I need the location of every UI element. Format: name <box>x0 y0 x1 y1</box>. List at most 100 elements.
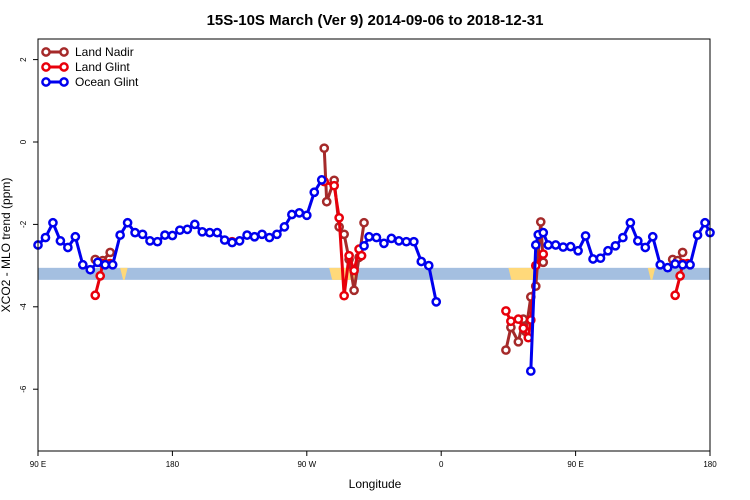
data-point-2-0-24 <box>212 227 223 238</box>
y-tick-label-3: -4 <box>19 303 28 311</box>
data-point-2-2-24 <box>692 230 703 240</box>
data-point-2-0-4 <box>63 242 73 253</box>
series-land-nadir <box>90 143 688 355</box>
data-point-2-0-5 <box>70 231 81 242</box>
data-point-1-0-0 <box>90 290 101 301</box>
legend-marker-0 <box>41 47 51 57</box>
x-axis-label: Longitude <box>349 477 402 491</box>
data-point-2-2-19 <box>655 259 666 270</box>
data-point-1-3-7 <box>538 249 549 259</box>
data-point-1-4-0 <box>670 290 681 301</box>
data-point-0-0-2 <box>105 247 116 258</box>
data-point-2-0-14 <box>137 229 148 240</box>
data-point-1-0-1 <box>95 271 106 281</box>
data-point-2-2-9 <box>580 231 591 241</box>
data-point-1-2-5 <box>349 265 359 276</box>
x-tick-label-0: 90 E <box>30 460 46 469</box>
x-tick-label-2: 90 W <box>297 460 316 469</box>
data-point-2-0-18 <box>167 230 178 241</box>
land-ocean-band <box>38 267 710 280</box>
x-tick-label-3: 0 <box>439 460 444 469</box>
legend-item-1: Land Glint <box>41 60 130 74</box>
data-point-1-2-3 <box>339 290 349 301</box>
legend-marker-end-0 <box>59 47 69 57</box>
data-point-2-0-34 <box>287 209 297 220</box>
chart-title: 15S-10S March (Ver 9) 2014-09-06 to 2018… <box>207 12 544 29</box>
data-point-2-0-6 <box>77 259 88 270</box>
data-point-2-2-13 <box>610 240 621 251</box>
data-point-2-0-1 <box>40 232 51 243</box>
series-ocean-glint <box>33 175 715 376</box>
data-point-2-2-25 <box>700 217 710 228</box>
data-point-2-2-3 <box>538 227 549 238</box>
data-point-2-0-13 <box>130 227 140 238</box>
data-point-2-0-28 <box>242 230 252 240</box>
data-point-0-2-0 <box>501 345 511 355</box>
data-point-2-0-32 <box>272 229 282 240</box>
data-point-2-0-15 <box>145 236 155 246</box>
data-point-2-2-21 <box>670 259 681 269</box>
data-point-1-2-7 <box>356 250 367 261</box>
data-point-2-1-1 <box>364 231 374 242</box>
data-point-1-3-1 <box>506 316 516 327</box>
data-point-2-1-4 <box>386 233 397 244</box>
data-point-2-2-23 <box>685 259 695 270</box>
data-point-2-0-26 <box>227 237 237 248</box>
legend-item-2: Ocean Glint <box>41 75 139 89</box>
ocean-band <box>38 267 710 280</box>
data-point-2-2-18 <box>647 231 658 242</box>
data-point-1-3-3 <box>518 323 529 334</box>
data-point-2-0-35 <box>294 208 305 218</box>
data-point-2-0-16 <box>152 236 163 247</box>
x-tick-label-4: 90 E <box>567 460 583 469</box>
data-point-2-0-10 <box>107 259 118 270</box>
data-point-2-2-8 <box>573 245 583 256</box>
legend-marker-1 <box>41 62 51 72</box>
data-point-2-0-22 <box>197 226 208 237</box>
data-point-1-4-1 <box>675 271 685 281</box>
data-point-0-1-1 <box>321 196 332 207</box>
data-point-2-0-38 <box>316 175 327 185</box>
data-point-2-2-4 <box>543 240 554 250</box>
data-point-0-3-2 <box>677 247 688 258</box>
data-point-2-0-20 <box>182 224 193 235</box>
data-point-2-0-30 <box>257 229 267 240</box>
data-point-2-2-22 <box>677 259 688 270</box>
data-point-0-1-6 <box>349 285 359 296</box>
data-point-2-0-36 <box>301 210 312 221</box>
series-layer <box>33 143 715 376</box>
data-point-2-2-17 <box>640 242 651 253</box>
y-tick-label-4: -6 <box>19 385 28 393</box>
data-point-2-2-15 <box>625 217 636 228</box>
data-point-2-0-37 <box>309 187 320 198</box>
data-point-2-2-16 <box>632 236 643 246</box>
data-point-2-2-10 <box>588 254 598 264</box>
data-point-1-2-4 <box>344 250 354 261</box>
land-band-segment-3 <box>647 267 656 280</box>
data-point-2-1-6 <box>401 236 412 247</box>
y-tick-label-1: 0 <box>19 139 28 144</box>
y-axis: 2 0 -2 -4 -6 <box>19 57 38 393</box>
data-point-2-1-0 <box>359 240 369 251</box>
data-point-0-2-7 <box>535 217 546 227</box>
data-point-2-1-5 <box>394 236 404 246</box>
y-tick-label-2: -2 <box>19 220 28 228</box>
data-point-2-2-12 <box>603 245 613 256</box>
data-point-2-1-8 <box>416 256 427 267</box>
x-tick-label-1: 180 <box>166 460 180 469</box>
data-point-2-0-33 <box>279 222 290 232</box>
data-point-2-1-2 <box>371 232 382 243</box>
data-point-2-0-27 <box>234 236 245 246</box>
data-point-0-1-8 <box>359 217 369 228</box>
data-point-2-0-2 <box>48 217 58 228</box>
legend-item-0: Land Nadir <box>41 45 134 59</box>
x-tick-label-5: 180 <box>703 460 717 469</box>
data-point-2-2-20 <box>662 262 673 273</box>
legend-label-1: Land Glint <box>75 60 130 74</box>
data-point-2-0-11 <box>115 230 125 240</box>
data-point-2-2-5 <box>550 240 561 250</box>
data-point-0-1-0 <box>319 143 330 154</box>
y-axis-label: XCO2 - MLO trend (ppm) <box>0 178 13 313</box>
legend-label-0: Land Nadir <box>75 45 134 59</box>
